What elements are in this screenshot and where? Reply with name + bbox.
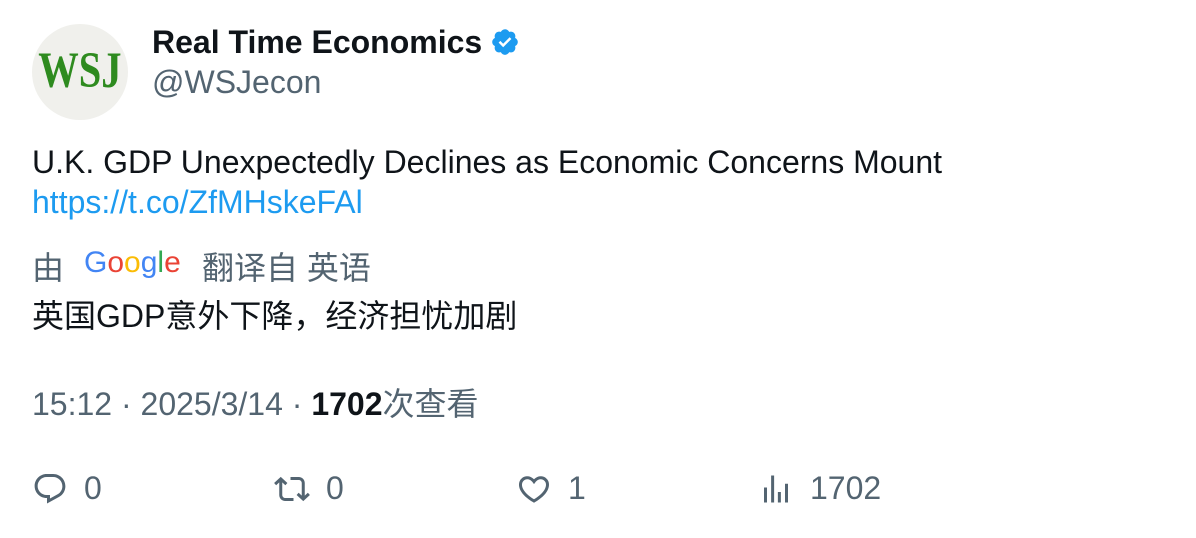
views-count-action: 1702: [810, 470, 882, 506]
display-name[interactable]: Real Time Economics: [152, 24, 483, 60]
svg-text:Google: Google: [84, 246, 181, 279]
like-button[interactable]: 1: [516, 470, 586, 507]
views-button[interactable]: 1702: [758, 470, 881, 507]
reply-button[interactable]: 0: [32, 470, 102, 507]
views-count: 1702: [311, 386, 383, 422]
google-logo[interactable]: Google: [84, 246, 182, 290]
translated-from-label: 翻译自 英语: [202, 250, 371, 286]
tweet-date[interactable]: 2025/3/14: [140, 386, 283, 422]
retweet-button[interactable]: 0: [274, 470, 344, 507]
translated-text: 英国GDP意外下降，经济担忧加剧: [32, 298, 518, 334]
avatar[interactable]: WSJ: [32, 24, 128, 120]
tweet-text: U.K. GDP Unexpectedly Declines as Econom…: [32, 144, 943, 180]
action-bar: 0 0 1 1702: [32, 470, 1162, 514]
author-handle[interactable]: @WSJecon: [152, 64, 322, 100]
like-count: 1: [568, 470, 586, 506]
wsj-logo: WSJ: [38, 42, 121, 98]
heart-icon: [518, 475, 550, 503]
translated-by-label: 由: [32, 250, 65, 286]
tweet-time[interactable]: 15:12: [32, 386, 113, 422]
retweet-count: 0: [326, 470, 344, 506]
retweet-icon: [274, 476, 310, 501]
translation-attribution: 由 Google 翻译自 英语: [32, 246, 371, 290]
verified-badge-icon[interactable]: [490, 27, 520, 57]
analytics-icon: [764, 475, 788, 502]
reply-count: 0: [84, 470, 102, 506]
tweet-meta: 15:12 · 2025/3/14 · 1702次查看: [32, 384, 479, 424]
tweet-body: U.K. GDP Unexpectedly Declines as Econom…: [32, 142, 1162, 222]
author-row: Real Time Economics: [152, 22, 520, 62]
meta-separator: ·: [291, 386, 303, 422]
reply-icon: [34, 473, 66, 504]
avatar-text: WSJ: [38, 42, 121, 98]
tweet-link[interactable]: https://t.co/ZfMHskeFAl: [32, 184, 363, 220]
views-label: 次查看: [382, 386, 479, 422]
meta-separator: ·: [120, 386, 132, 422]
